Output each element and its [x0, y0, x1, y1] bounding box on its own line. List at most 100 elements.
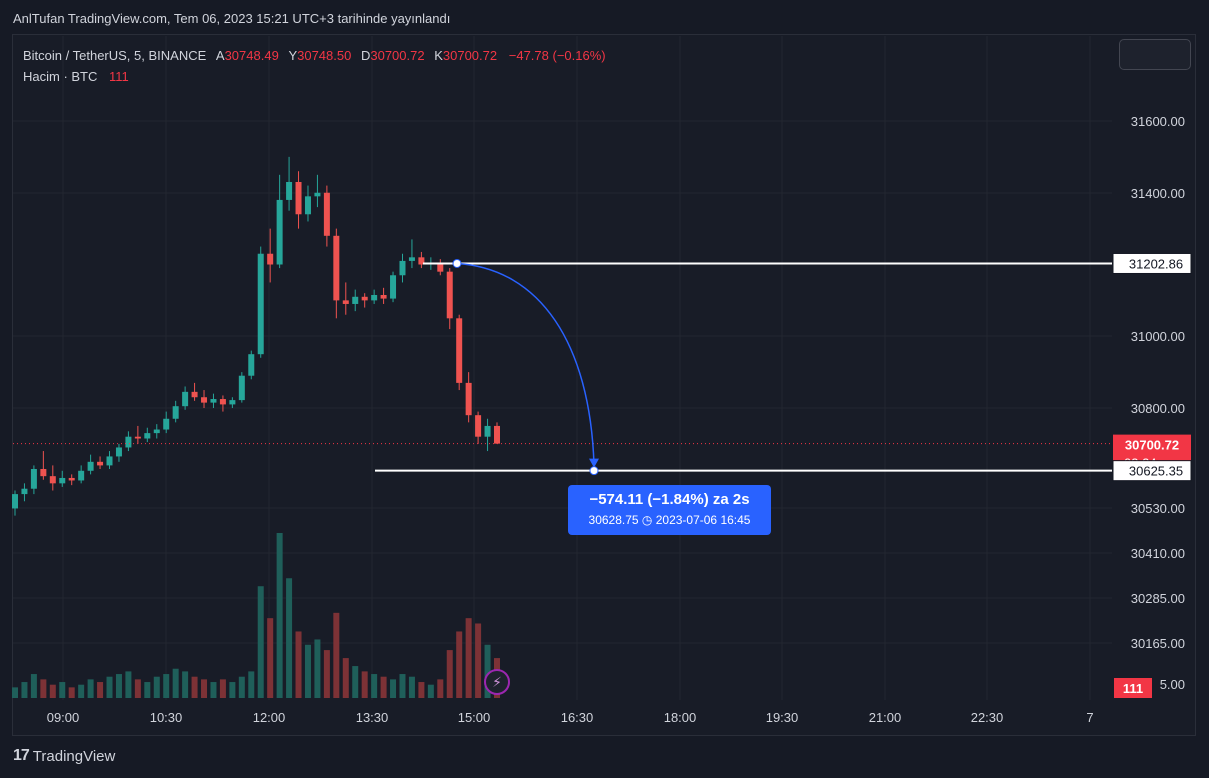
volume-bar	[201, 679, 208, 698]
low-label: D	[360, 48, 371, 63]
volume-bar	[390, 679, 397, 698]
open-value: 30748.49	[224, 48, 279, 63]
volume-bar	[418, 682, 425, 698]
volume-tag	[1114, 678, 1152, 698]
volume-bar	[78, 684, 85, 698]
volume-bar	[333, 612, 340, 698]
candle-body	[286, 181, 293, 200]
volume-bar	[87, 679, 94, 698]
time-axis-label: 21:00	[869, 710, 902, 725]
volume-bar	[465, 618, 472, 698]
price-axis-label: 30410.00	[1131, 546, 1185, 561]
projection-arc	[456, 262, 595, 465]
volume-bar	[30, 674, 37, 698]
candle-body	[276, 199, 283, 265]
time-axis-label: 12:00	[253, 710, 286, 725]
candle-body	[125, 436, 132, 448]
candle-body	[314, 192, 321, 197]
candle-body	[238, 375, 245, 401]
candle-body	[30, 468, 37, 489]
volume-bar	[68, 687, 75, 698]
change-value: −47.78 (−0.16%)	[508, 48, 606, 63]
volume-bar	[437, 679, 444, 698]
candle-body	[380, 294, 387, 299]
candle-body	[12, 494, 18, 509]
time-axis-label: 16:30	[561, 710, 594, 725]
candle-body	[475, 415, 482, 437]
time-axis-label: 10:30	[150, 710, 183, 725]
tradingview-logo[interactable]: 17 TradingView	[13, 747, 115, 765]
time-axis-label: 13:30	[356, 710, 389, 725]
price-axis-label: 31400.00	[1131, 186, 1185, 201]
volume-bar	[219, 679, 226, 698]
volume-bar	[12, 687, 18, 698]
time-axis-label: 15:00	[458, 710, 491, 725]
volume-bar	[191, 676, 198, 698]
volume-bar	[295, 631, 302, 698]
projection-start-handle	[452, 258, 462, 268]
projection-end-handle	[589, 466, 599, 476]
candle-body	[59, 477, 66, 484]
price-axis-label: 30165.00	[1131, 636, 1185, 651]
candle-body	[172, 406, 179, 419]
last-price-value: 30700.72	[1125, 438, 1179, 453]
candle-body	[418, 257, 425, 265]
time-axis-label: 7	[1086, 710, 1093, 725]
tradingview-mark-icon: 17	[13, 747, 30, 764]
volume-bar	[21, 682, 28, 698]
volume-bar	[456, 631, 463, 698]
candle-body	[333, 235, 340, 301]
measure-tooltip: −574.11 (−1.84%) za 2s 30628.75 ◷ 2023-0…	[568, 485, 771, 535]
volume-bar	[475, 623, 482, 698]
high-label: Y	[288, 48, 298, 63]
volume-bar	[427, 684, 434, 698]
high-value: 30748.50	[297, 48, 352, 63]
volume-bar	[134, 679, 141, 698]
low-value: 30700.72	[370, 48, 425, 63]
candle-body	[399, 260, 406, 276]
volume-bar	[399, 674, 406, 698]
time-axis-label: 19:30	[766, 710, 799, 725]
lightning-icon[interactable]: ⚡	[484, 669, 510, 695]
candle-body	[219, 399, 226, 405]
candle-body	[494, 425, 500, 444]
time-axis-label: 22:30	[971, 710, 1004, 725]
candle-body	[229, 400, 236, 405]
volume-bar	[304, 644, 311, 698]
open-label: A	[215, 48, 225, 63]
candle-body	[87, 461, 94, 471]
volume-bar	[210, 682, 217, 698]
candle-body	[153, 429, 160, 434]
volume-bar	[286, 578, 293, 698]
volume-bar	[380, 676, 387, 698]
chart-frame[interactable]	[12, 34, 1196, 736]
volume-bar	[267, 618, 274, 698]
volume-bar	[248, 671, 255, 698]
candle-body	[484, 425, 491, 437]
volume-bar	[144, 682, 151, 698]
candle-body	[144, 433, 151, 439]
candle-body	[248, 354, 255, 376]
volume-bar	[276, 533, 283, 698]
candle-body	[390, 275, 397, 299]
price-axis-label: 30530.00	[1131, 501, 1185, 516]
volume-label: Hacim · BTC	[23, 69, 98, 84]
candle-body	[163, 418, 170, 430]
candle-body	[437, 262, 444, 272]
time-axis-label: 18:00	[664, 710, 697, 725]
candle-body	[465, 382, 472, 416]
candle-body	[456, 318, 463, 383]
line-price-tag	[1112, 460, 1192, 482]
price-axis-label: 30800.00	[1131, 401, 1185, 416]
candle-body	[295, 181, 302, 215]
candle-body	[115, 447, 122, 457]
price-axis-label: 30285.00	[1131, 591, 1185, 606]
chart-toolbar-box[interactable]	[1119, 39, 1191, 70]
measure-change: −574.11 (−1.84%) za 2s	[589, 491, 750, 508]
price-axis-label-partial: 5.00	[1160, 677, 1185, 692]
close-value: 30700.72	[442, 48, 498, 63]
volume-bar	[408, 676, 415, 698]
price-axis-label: 31600.00	[1131, 114, 1185, 129]
volume-bar	[342, 658, 349, 698]
